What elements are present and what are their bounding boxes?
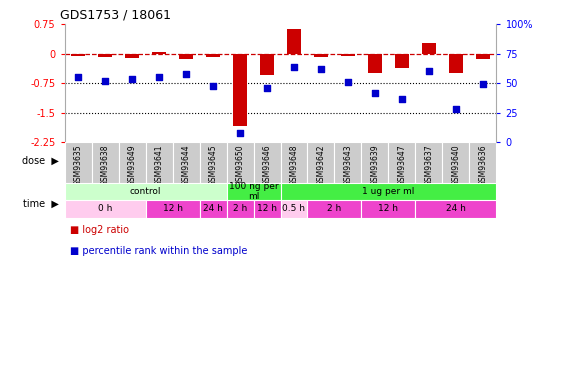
Text: 12 h: 12 h [257, 204, 277, 213]
Text: GSM93645: GSM93645 [209, 144, 218, 186]
Bar [287, 30, 301, 54]
Bar [394, 54, 410, 68]
Bar [280, 200, 307, 217]
Bar [361, 142, 388, 183]
Bar [314, 54, 328, 57]
Point [263, 85, 272, 91]
Bar [227, 200, 254, 217]
Bar [389, 142, 416, 183]
Text: 24 h: 24 h [446, 204, 466, 213]
Text: ■ log2 ratio: ■ log2 ratio [70, 225, 129, 235]
Bar [470, 142, 496, 183]
Text: GSM93640: GSM93640 [452, 144, 461, 186]
Bar [200, 200, 227, 217]
Bar [98, 54, 112, 57]
Text: GSM93638: GSM93638 [100, 144, 109, 186]
Text: GSM93639: GSM93639 [370, 144, 379, 186]
Bar [227, 183, 280, 200]
Text: GSM93650: GSM93650 [236, 144, 245, 186]
Bar [205, 54, 220, 57]
Point [370, 90, 379, 96]
Bar [173, 142, 200, 183]
Point [452, 106, 461, 112]
Text: GSM93642: GSM93642 [316, 144, 325, 186]
Bar [71, 54, 85, 56]
Point [209, 82, 218, 88]
Point [398, 96, 407, 102]
Text: 0 h: 0 h [98, 204, 112, 213]
Text: GSM93647: GSM93647 [398, 144, 407, 186]
Bar [334, 142, 361, 183]
Bar [443, 142, 470, 183]
Bar [260, 54, 274, 75]
Bar [65, 183, 227, 200]
Text: GSM93641: GSM93641 [154, 144, 163, 186]
Text: 2 h: 2 h [328, 204, 342, 213]
Bar [421, 43, 436, 54]
Text: 0.5 h: 0.5 h [283, 204, 306, 213]
Bar [118, 142, 145, 183]
Point [73, 74, 82, 80]
Bar [280, 142, 307, 183]
Bar [65, 200, 145, 217]
Text: 100 ng per
ml: 100 ng per ml [229, 182, 278, 201]
Bar [125, 54, 140, 58]
Text: 12 h: 12 h [163, 204, 182, 213]
Bar [449, 54, 463, 74]
Text: 1 ug per ml: 1 ug per ml [362, 187, 415, 196]
Text: GSM93649: GSM93649 [127, 144, 136, 186]
Point [425, 69, 434, 75]
Text: 24 h: 24 h [203, 204, 223, 213]
Bar [178, 54, 194, 58]
Text: GSM93648: GSM93648 [289, 144, 298, 186]
Bar [145, 142, 173, 183]
Point [316, 66, 325, 72]
Text: ■ percentile rank within the sample: ■ percentile rank within the sample [70, 246, 247, 256]
Bar [307, 142, 334, 183]
Text: GSM93643: GSM93643 [343, 144, 352, 186]
Bar [280, 183, 496, 200]
Text: 12 h: 12 h [379, 204, 398, 213]
Point [127, 75, 136, 81]
Point [479, 81, 488, 87]
Text: dose  ▶: dose ▶ [22, 156, 59, 166]
Point [343, 79, 352, 85]
Bar [254, 200, 280, 217]
Bar [307, 200, 361, 217]
Text: GSM93646: GSM93646 [263, 144, 272, 186]
Point [182, 71, 191, 77]
Bar [416, 142, 443, 183]
Bar [341, 54, 356, 56]
Point [100, 78, 109, 84]
Bar [361, 200, 416, 217]
Bar [233, 54, 247, 126]
Text: GDS1753 / 18061: GDS1753 / 18061 [60, 9, 171, 22]
Bar [91, 142, 118, 183]
Point [154, 74, 163, 80]
Text: GSM93635: GSM93635 [73, 144, 82, 186]
Bar [65, 142, 91, 183]
Text: GSM93636: GSM93636 [479, 144, 488, 186]
Point [236, 130, 245, 136]
Text: 2 h: 2 h [233, 204, 247, 213]
Text: time  ▶: time ▶ [23, 198, 59, 208]
Text: GSM93637: GSM93637 [425, 144, 434, 186]
Bar [416, 200, 496, 217]
Text: GSM93644: GSM93644 [182, 144, 191, 186]
Bar [254, 142, 280, 183]
Bar [227, 142, 254, 183]
Text: control: control [130, 187, 161, 196]
Bar [200, 142, 227, 183]
Bar [476, 54, 490, 58]
Bar [145, 200, 200, 217]
Bar [151, 52, 167, 54]
Point [289, 64, 298, 70]
Bar [367, 54, 383, 74]
